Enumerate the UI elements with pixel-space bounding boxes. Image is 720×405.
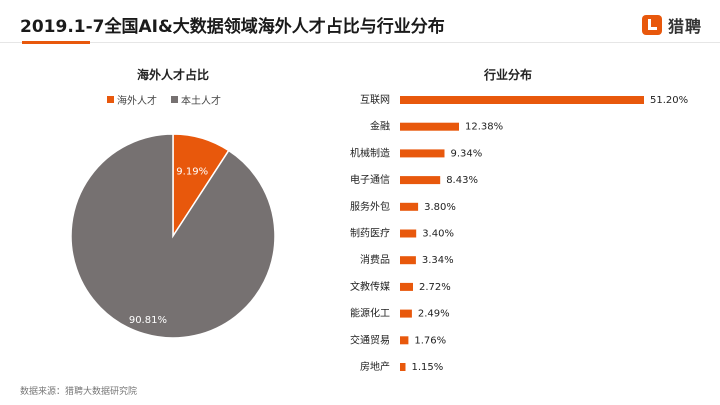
bar-category-label: 交通贸易 <box>350 333 390 346</box>
bar-value-label: 2.49% <box>418 309 450 320</box>
bar-category-label: 能源化工 <box>350 307 390 320</box>
bar-category-label: 电子通信 <box>350 173 390 186</box>
bar-6 <box>400 229 417 238</box>
bar-5 <box>400 202 419 211</box>
pie-chart: 9.19% 90.81% <box>70 133 276 339</box>
pie-label-overseas: 9.19% <box>176 167 208 178</box>
title-divider <box>0 42 720 43</box>
page-title: 2019.1-7全国AI&大数据领域海外人才占比与行业分布 <box>20 17 445 37</box>
bar-1 <box>400 96 644 104</box>
pie-legend: 海外人才 本土人才 <box>107 92 221 107</box>
legend-swatch-overseas <box>107 96 114 103</box>
bar-category-label: 制药医疗 <box>350 227 390 240</box>
bar-11 <box>400 363 406 371</box>
bar-category-label: 金融 <box>370 120 390 133</box>
bar-value-label: 2.72% <box>419 282 451 293</box>
bar-7 <box>400 256 416 265</box>
bar-9 <box>400 309 412 318</box>
legend-item-overseas: 海外人才 <box>107 92 157 107</box>
legend-swatch-domestic <box>171 96 178 103</box>
bar-8 <box>400 282 413 291</box>
bar-value-label: 1.15% <box>412 362 444 373</box>
bar-chart-title: 行业分布 <box>484 68 533 82</box>
bar-2 <box>400 122 459 131</box>
bar-category-label: 服务外包 <box>350 200 390 213</box>
bar-value-label: 51.20% <box>650 95 688 106</box>
legend-label-overseas: 海外人才 <box>117 96 157 107</box>
bar-value-label: 12.38% <box>465 122 503 133</box>
bar-category-label: 消费品 <box>360 253 390 266</box>
logo-text: 猎聘 <box>667 17 702 36</box>
pie-chart-title: 海外人才占比 <box>137 68 210 82</box>
bar-value-label: 3.40% <box>422 229 454 240</box>
bar-value-label: 8.43% <box>446 175 478 186</box>
bar-3 <box>400 149 445 158</box>
data-source-note: 数据来源：猎聘大数据研究院 <box>20 387 138 397</box>
bar-category-label: 机械制造 <box>350 146 390 159</box>
legend-item-domestic: 本土人才 <box>171 92 221 107</box>
bar-chart: 互联网 51.20% 金融 12.38% 机械制造 9.34% 电子通信 8.43% 服务外包 3… <box>350 94 688 373</box>
bar-value-label: 3.34% <box>422 255 454 266</box>
title-accent-bar <box>22 41 90 44</box>
liepin-logo: 猎聘 <box>641 13 702 37</box>
pie-label-domestic: 90.81% <box>129 315 167 326</box>
legend-label-domestic: 本土人才 <box>181 96 221 107</box>
bar-10 <box>400 336 409 345</box>
bar-value-label: 3.80% <box>424 202 456 213</box>
bar-value-label: 9.34% <box>451 148 483 159</box>
bar-category-label: 文教传媒 <box>350 280 390 293</box>
bar-value-label: 1.76% <box>414 335 446 346</box>
bar-category-label: 房地产 <box>360 360 390 373</box>
bar-4 <box>400 176 441 185</box>
bar-category-label: 互联网 <box>360 94 390 106</box>
pie-slice-domestic <box>70 133 276 339</box>
liepin-logo-icon <box>641 15 662 35</box>
